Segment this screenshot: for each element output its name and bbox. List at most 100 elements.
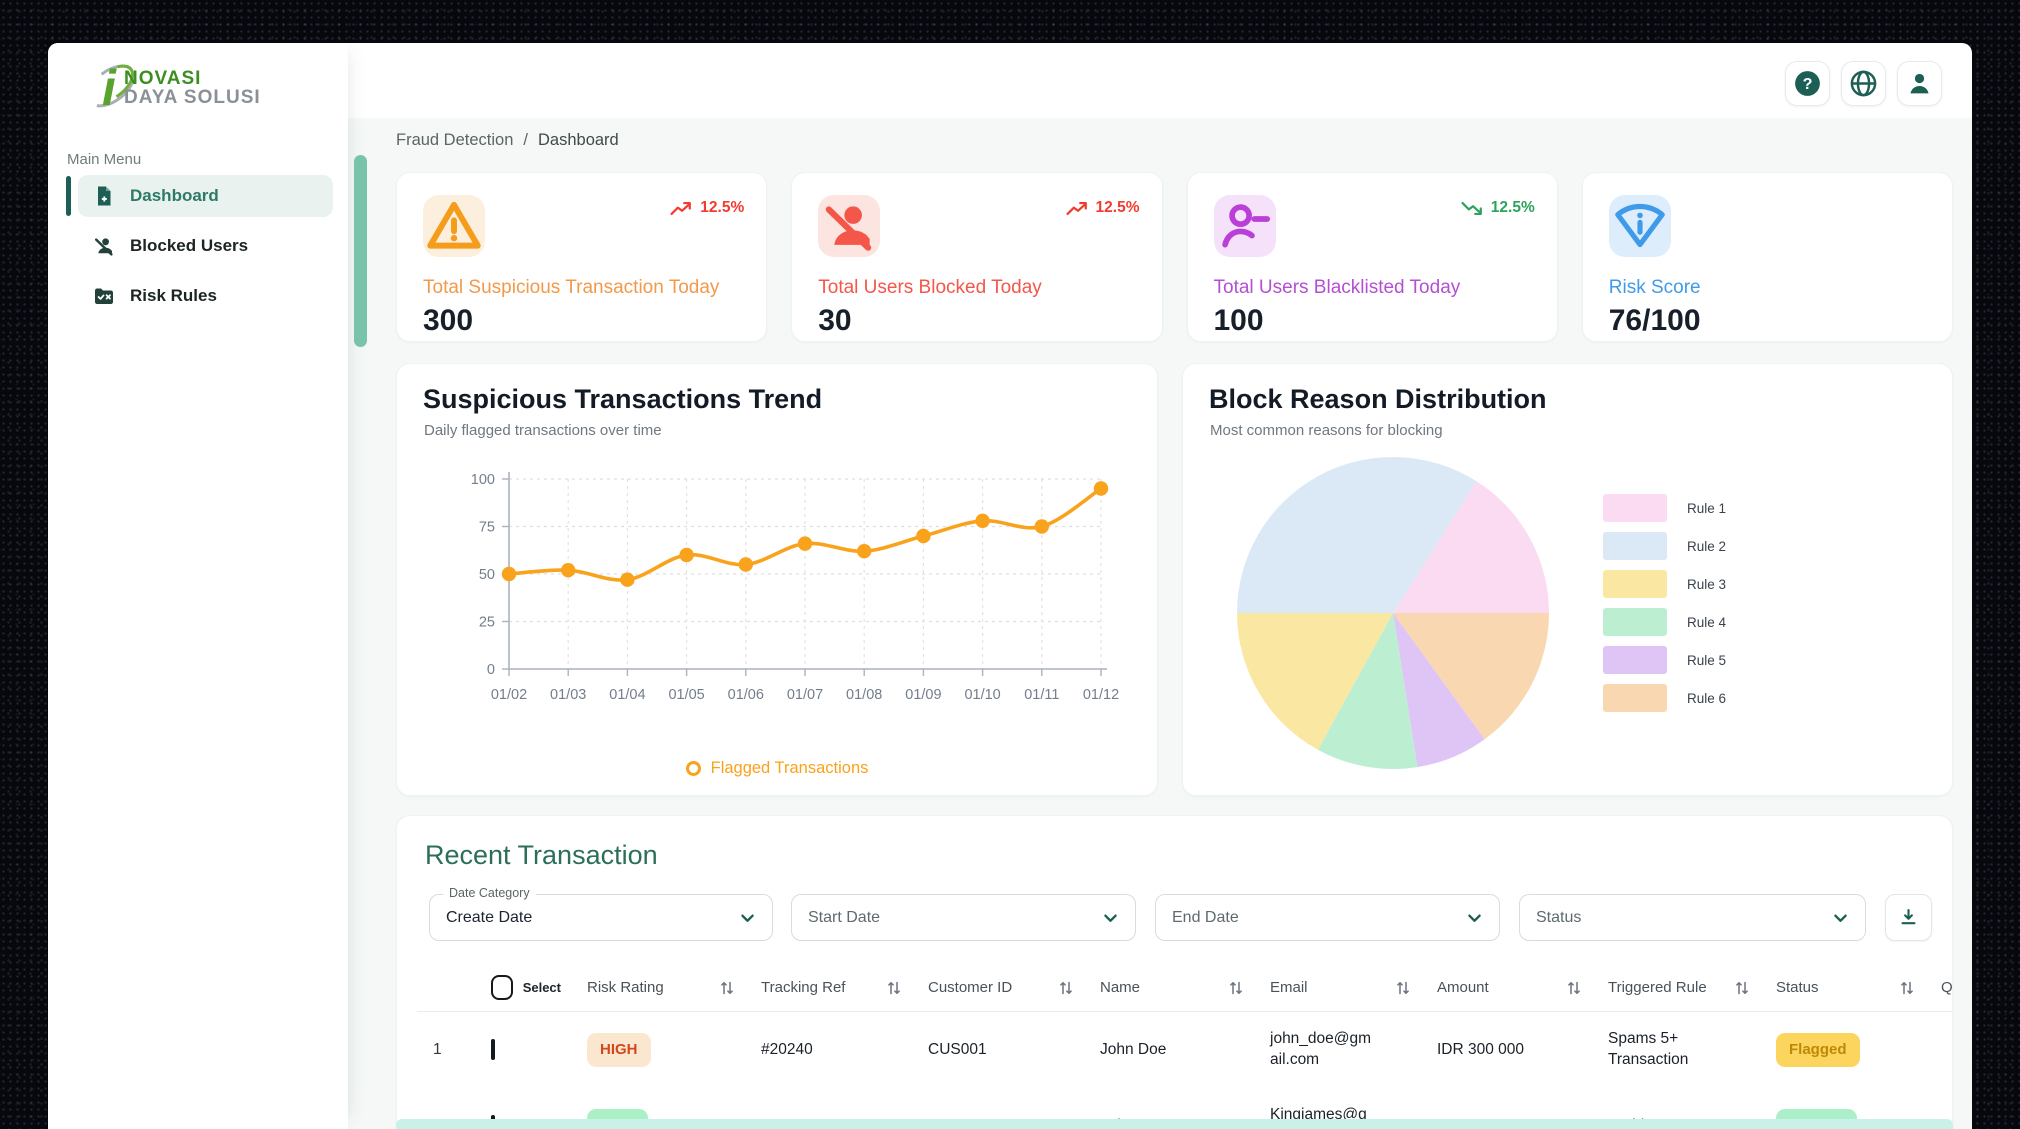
stat-trend-value: 12.5% [1095, 199, 1140, 216]
column-label: Email [1270, 979, 1308, 996]
sort-icon[interactable] [719, 979, 735, 997]
sidebar-item-dashboard[interactable]: Dashboard [66, 175, 333, 217]
stat-value: 100 [1213, 304, 1264, 337]
column-label: Triggered Rule [1608, 979, 1707, 996]
help-button[interactable]: ? [1785, 61, 1830, 106]
user-blocked-icon [92, 234, 116, 258]
pie-chart [1237, 457, 1549, 769]
brand-logo: i NOVASI DAYA SOLUSI [78, 55, 288, 125]
risk-rules-icon [92, 284, 116, 308]
sort-icon[interactable] [1228, 979, 1244, 997]
column-header-name[interactable]: Name [1096, 979, 1266, 997]
stat-icon-tile [818, 195, 881, 257]
svg-text:01/04: 01/04 [609, 687, 645, 703]
sidebar-item-risk-rules[interactable]: Risk Rules [78, 275, 333, 317]
column-label: Amount [1437, 979, 1489, 996]
breadcrumb-item-dashboard: Dashboard [538, 131, 619, 149]
profile-button[interactable] [1897, 61, 1942, 106]
stat-icon-tile [1213, 195, 1276, 257]
column-header-customer_id[interactable]: Customer ID [924, 979, 1096, 997]
sidebar-section-label: Main Menu [67, 151, 142, 168]
column-header-email[interactable]: Email [1266, 979, 1433, 997]
risk-rating-cell: HIGH [583, 1032, 757, 1068]
sidebar: i NOVASI DAYA SOLUSI Main Menu Dashboard… [48, 43, 348, 1129]
column-label: Customer ID [928, 979, 1013, 996]
stat-cards-row: 12.5% Total Suspicious Transaction Today 3… [396, 172, 1953, 342]
trend-chart-subtitle: Daily flagged transactions over time [424, 422, 662, 439]
column-header-status[interactable]: Status [1772, 979, 1937, 997]
horizontal-scrollbar[interactable] [396, 1119, 1953, 1129]
sort-icon[interactable] [886, 979, 902, 997]
pie-chart-title: Block Reason Distribution [1209, 384, 1547, 414]
stat-card-1: 12.5% Total Suspicious Transaction Today 3… [396, 172, 768, 342]
sort-icon[interactable] [1899, 979, 1915, 997]
column-header-risk_rating[interactable]: Risk Rating [583, 979, 757, 997]
stat-title: Risk Score [1608, 277, 1701, 298]
table-header-row: Select Risk Rating Tracking Ref Customer ID… [417, 964, 1952, 1012]
stat-trend: 12.5% [1066, 199, 1140, 217]
start-date-placeholder: Start Date [808, 908, 881, 926]
chevron-down-icon [1104, 913, 1117, 922]
svg-text:01/12: 01/12 [1083, 687, 1119, 703]
amount-value: IDR 300 000 [1437, 1040, 1525, 1058]
stat-trend-value: 12.5% [1490, 199, 1535, 216]
trend-chart-title: Suspicious Transactions Trend [423, 384, 823, 414]
sort-icon[interactable] [1734, 979, 1750, 997]
sidebar-item-blocked-users[interactable]: Blocked Users [78, 225, 333, 267]
column-header-triggered_rule[interactable]: Triggered Rule [1604, 979, 1772, 997]
svg-text:0: 0 [487, 662, 495, 678]
stat-title: Total Users Blocked Today [818, 277, 1042, 298]
pie-slice-rule-3[interactable] [1237, 613, 1393, 750]
stat-value: 300 [423, 304, 474, 337]
date-category-value: Create Date [446, 908, 533, 926]
legend-label: Rule 4 [1687, 614, 1727, 630]
pie-slice-rule-2[interactable] [1237, 457, 1477, 613]
legend-label: Rule 5 [1687, 652, 1727, 668]
sort-icon[interactable] [1058, 979, 1074, 997]
svg-text:01/06: 01/06 [728, 687, 764, 703]
brand-word-top: NOVASI [124, 68, 202, 89]
trend-chart-legend[interactable]: Flagged Transactions [397, 759, 1157, 778]
legend-swatch [1603, 494, 1667, 522]
table-body: 1 HIGH #20240 CUS001 John Doe john_doe@gmail.… [417, 1012, 1952, 1129]
content-scrollbar[interactable] [354, 155, 367, 347]
end-date-select[interactable]: End Date [1155, 894, 1500, 941]
status-select[interactable]: Status [1519, 894, 1866, 941]
pie-slice-rule-5[interactable] [1393, 613, 1485, 768]
chevron-down-icon [1468, 913, 1481, 922]
name-cell: John Doe [1096, 1040, 1266, 1061]
pie-slice-rule-1[interactable] [1393, 481, 1549, 613]
risk-rating-badge: HIGH [587, 1032, 651, 1068]
name-value: John Doe [1100, 1040, 1167, 1058]
stat-card-2: 12.5% Total Users Blocked Today 30 [791, 172, 1163, 342]
pie-legend-item: Rule 2 [1603, 532, 1726, 560]
row-checkbox[interactable] [491, 1038, 495, 1060]
column-header-tracking_ref[interactable]: Tracking Ref [757, 979, 924, 997]
legend-swatch [1603, 646, 1667, 674]
svg-text:01/05: 01/05 [668, 687, 704, 703]
language-button[interactable] [1841, 61, 1886, 106]
download-icon [1901, 909, 1916, 925]
pie-legend-item: Rule 1 [1603, 494, 1726, 522]
pie-slice-rule-4[interactable] [1317, 613, 1418, 769]
stat-value: 76/100 [1608, 304, 1701, 337]
status-placeholder: Status [1536, 908, 1582, 926]
svg-text:01/09: 01/09 [905, 687, 941, 703]
column-header-amount[interactable]: Amount [1433, 979, 1604, 997]
download-button[interactable] [1885, 894, 1932, 941]
legend-label: Rule 6 [1687, 690, 1727, 706]
breadcrumb-item-fraud-detection[interactable]: Fraud Detection [396, 131, 514, 149]
pie-slice-rule-6[interactable] [1393, 613, 1549, 740]
sort-icon[interactable] [1566, 979, 1582, 997]
start-date-select[interactable]: Start Date [791, 894, 1136, 941]
stat-card-4: Risk Score 76/100 [1581, 172, 1953, 342]
main-content: Fraud Detection / Dashboard 12.5% Total S… [348, 118, 1972, 1129]
stat-icon-tile [1608, 195, 1671, 257]
pie-chart-card: Block Reason Distribution Most common re… [1182, 363, 1953, 796]
recent-transactions-title: Recent Transaction [425, 840, 658, 870]
pie-legend: Rule 1 Rule 2 Rule 3 Rule 4 Rule 5 Rule 6 [1603, 494, 1726, 712]
status-badge: Flagged [1776, 1032, 1860, 1068]
date-category-select[interactable]: Date Category Create Date [429, 886, 773, 941]
select-all-checkbox[interactable] [491, 975, 513, 1000]
sort-icon[interactable] [1395, 979, 1411, 997]
